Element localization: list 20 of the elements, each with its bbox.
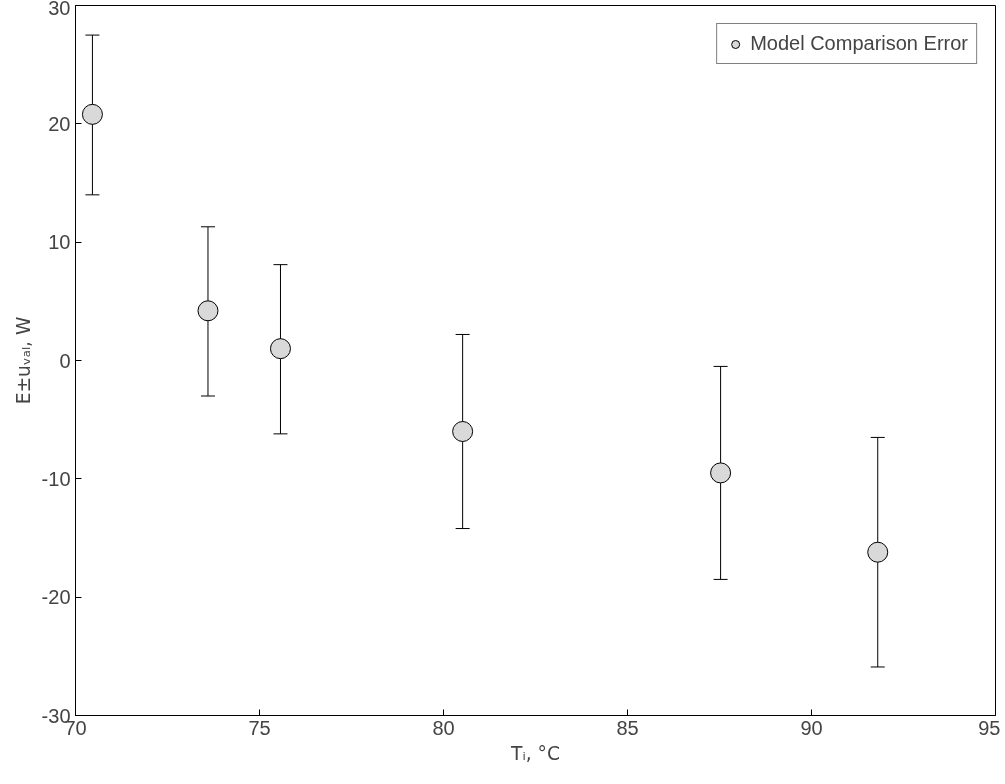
legend-label: Model Comparison Error (750, 32, 968, 55)
x-tick-label: 85 (616, 716, 639, 739)
y-tick-label: 0 (59, 349, 71, 372)
x-tick-label: 90 (800, 716, 823, 739)
point (710, 462, 732, 484)
y-tick-label: 30 (48, 0, 71, 19)
y-tick-label: 20 (48, 112, 71, 135)
x-tick-label: 95 (978, 716, 1001, 739)
y-axis-title: E±uᵥₐₗ, W (12, 316, 34, 405)
x-axis-title: Tᵢ, °C (510, 742, 560, 764)
point (452, 421, 474, 442)
y-tick-label: 10 (48, 231, 71, 254)
point (269, 338, 291, 360)
x-tick-label: 75 (248, 716, 271, 739)
y-tick-label: -10 (41, 467, 71, 490)
point (867, 541, 889, 563)
y-tick-label: -20 (41, 586, 71, 609)
point (81, 103, 103, 125)
x-tick-label: 80 (432, 716, 455, 739)
point (197, 300, 219, 322)
